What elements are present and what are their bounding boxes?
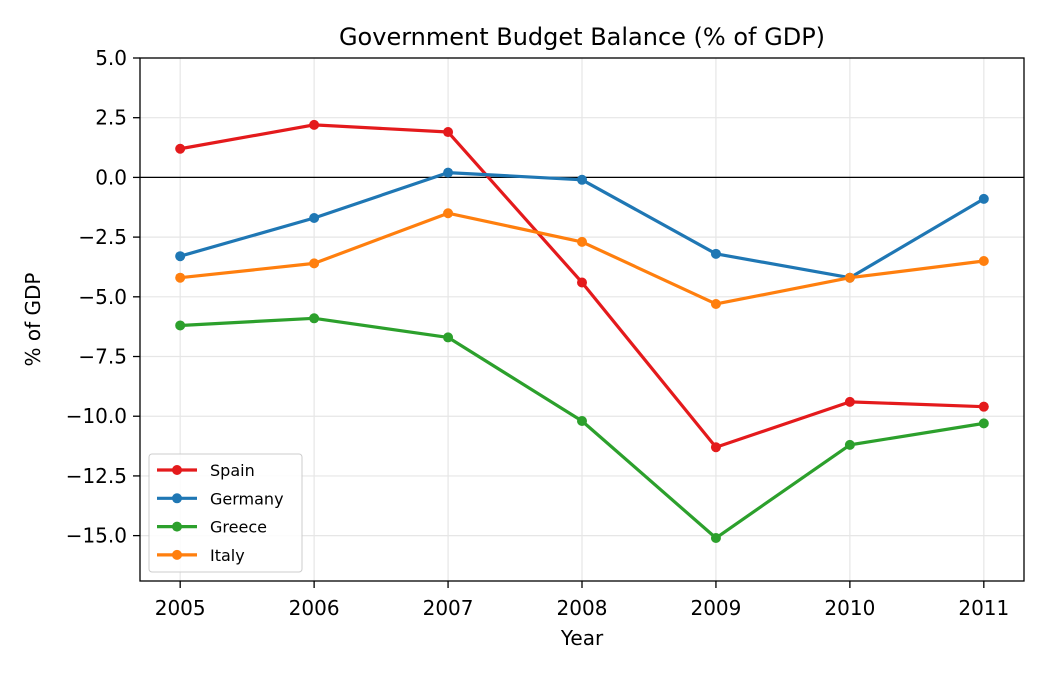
series-greece [175,313,989,544]
y-axis-title: % of GDP [21,273,45,367]
y-tick-label: 2.5 [95,106,127,130]
y-tick-label: −5.0 [78,285,127,309]
data-point-spain [577,277,587,288]
y-tick-label: 5.0 [95,46,127,70]
x-tick-label: 2007 [423,596,474,620]
legend-label: Greece [210,518,267,537]
data-point-germany [443,167,454,178]
legend-label: Spain [210,461,255,480]
data-point-italy [309,258,320,269]
data-point-italy [443,208,454,219]
legend-box [148,453,303,573]
legend-swatch-marker [172,549,182,560]
data-point-greece [309,313,320,324]
series-italy [175,208,989,309]
x-tick-label: 2006 [289,596,340,620]
x-tick-label: 2010 [824,596,875,620]
legend-entry-spain: Spain [157,461,255,480]
data-point-spain [844,396,855,407]
series-layer [175,119,989,544]
y-tick-label: −15.0 [66,524,127,548]
data-point-greece [710,533,721,544]
y-tick-label: −12.5 [66,464,127,488]
legend-swatch-marker [172,493,182,504]
data-point-greece [443,332,454,343]
data-point-germany [175,251,186,262]
data-point-greece [978,418,989,429]
x-tick-label: 2011 [958,596,1009,620]
data-point-italy [175,272,186,283]
legend-entry-italy: Italy [157,546,245,565]
legend-entry-germany: Germany [157,489,284,508]
legend-swatch-marker [172,521,182,532]
chart-title: Government Budget Balance (% of GDP) [339,23,825,51]
data-point-spain [443,127,454,138]
data-point-greece [577,415,587,426]
legend: Spain Germany Greece Italy [148,453,303,573]
data-point-spain [309,119,320,130]
data-point-greece [844,439,855,450]
y-axis-ticks: 5.0 2.5 0.0 −2.5 −5.0 −7.5 −10.0 −12.5 −15.0 [66,46,140,548]
data-point-italy [710,298,721,309]
series-spain [175,119,989,453]
y-tick-label: 0.0 [95,165,127,189]
y-tick-label: −10.0 [66,404,127,428]
data-point-germany [309,213,320,224]
data-point-italy [577,236,587,247]
y-tick-label: −2.5 [78,225,127,249]
legend-label: Italy [210,546,245,565]
data-point-italy [978,255,989,266]
data-point-italy [844,272,855,283]
x-tick-label: 2008 [557,596,608,620]
x-tick-label: 2005 [155,596,206,620]
data-point-spain [710,442,721,453]
legend-swatch-marker [172,465,182,475]
data-point-greece [175,320,186,331]
legend-entry-greece: Greece [157,518,267,537]
data-point-germany [978,193,989,204]
data-point-spain [978,401,989,412]
data-point-spain [175,143,186,154]
data-point-germany [577,174,587,185]
x-axis-title: Year [560,626,604,650]
legend-label: Germany [210,489,284,508]
x-axis-ticks: 2005 2006 2007 2008 2009 2010 2011 [155,581,1009,620]
x-tick-label: 2009 [690,596,741,620]
data-point-germany [710,248,721,259]
y-tick-label: −7.5 [78,345,127,369]
